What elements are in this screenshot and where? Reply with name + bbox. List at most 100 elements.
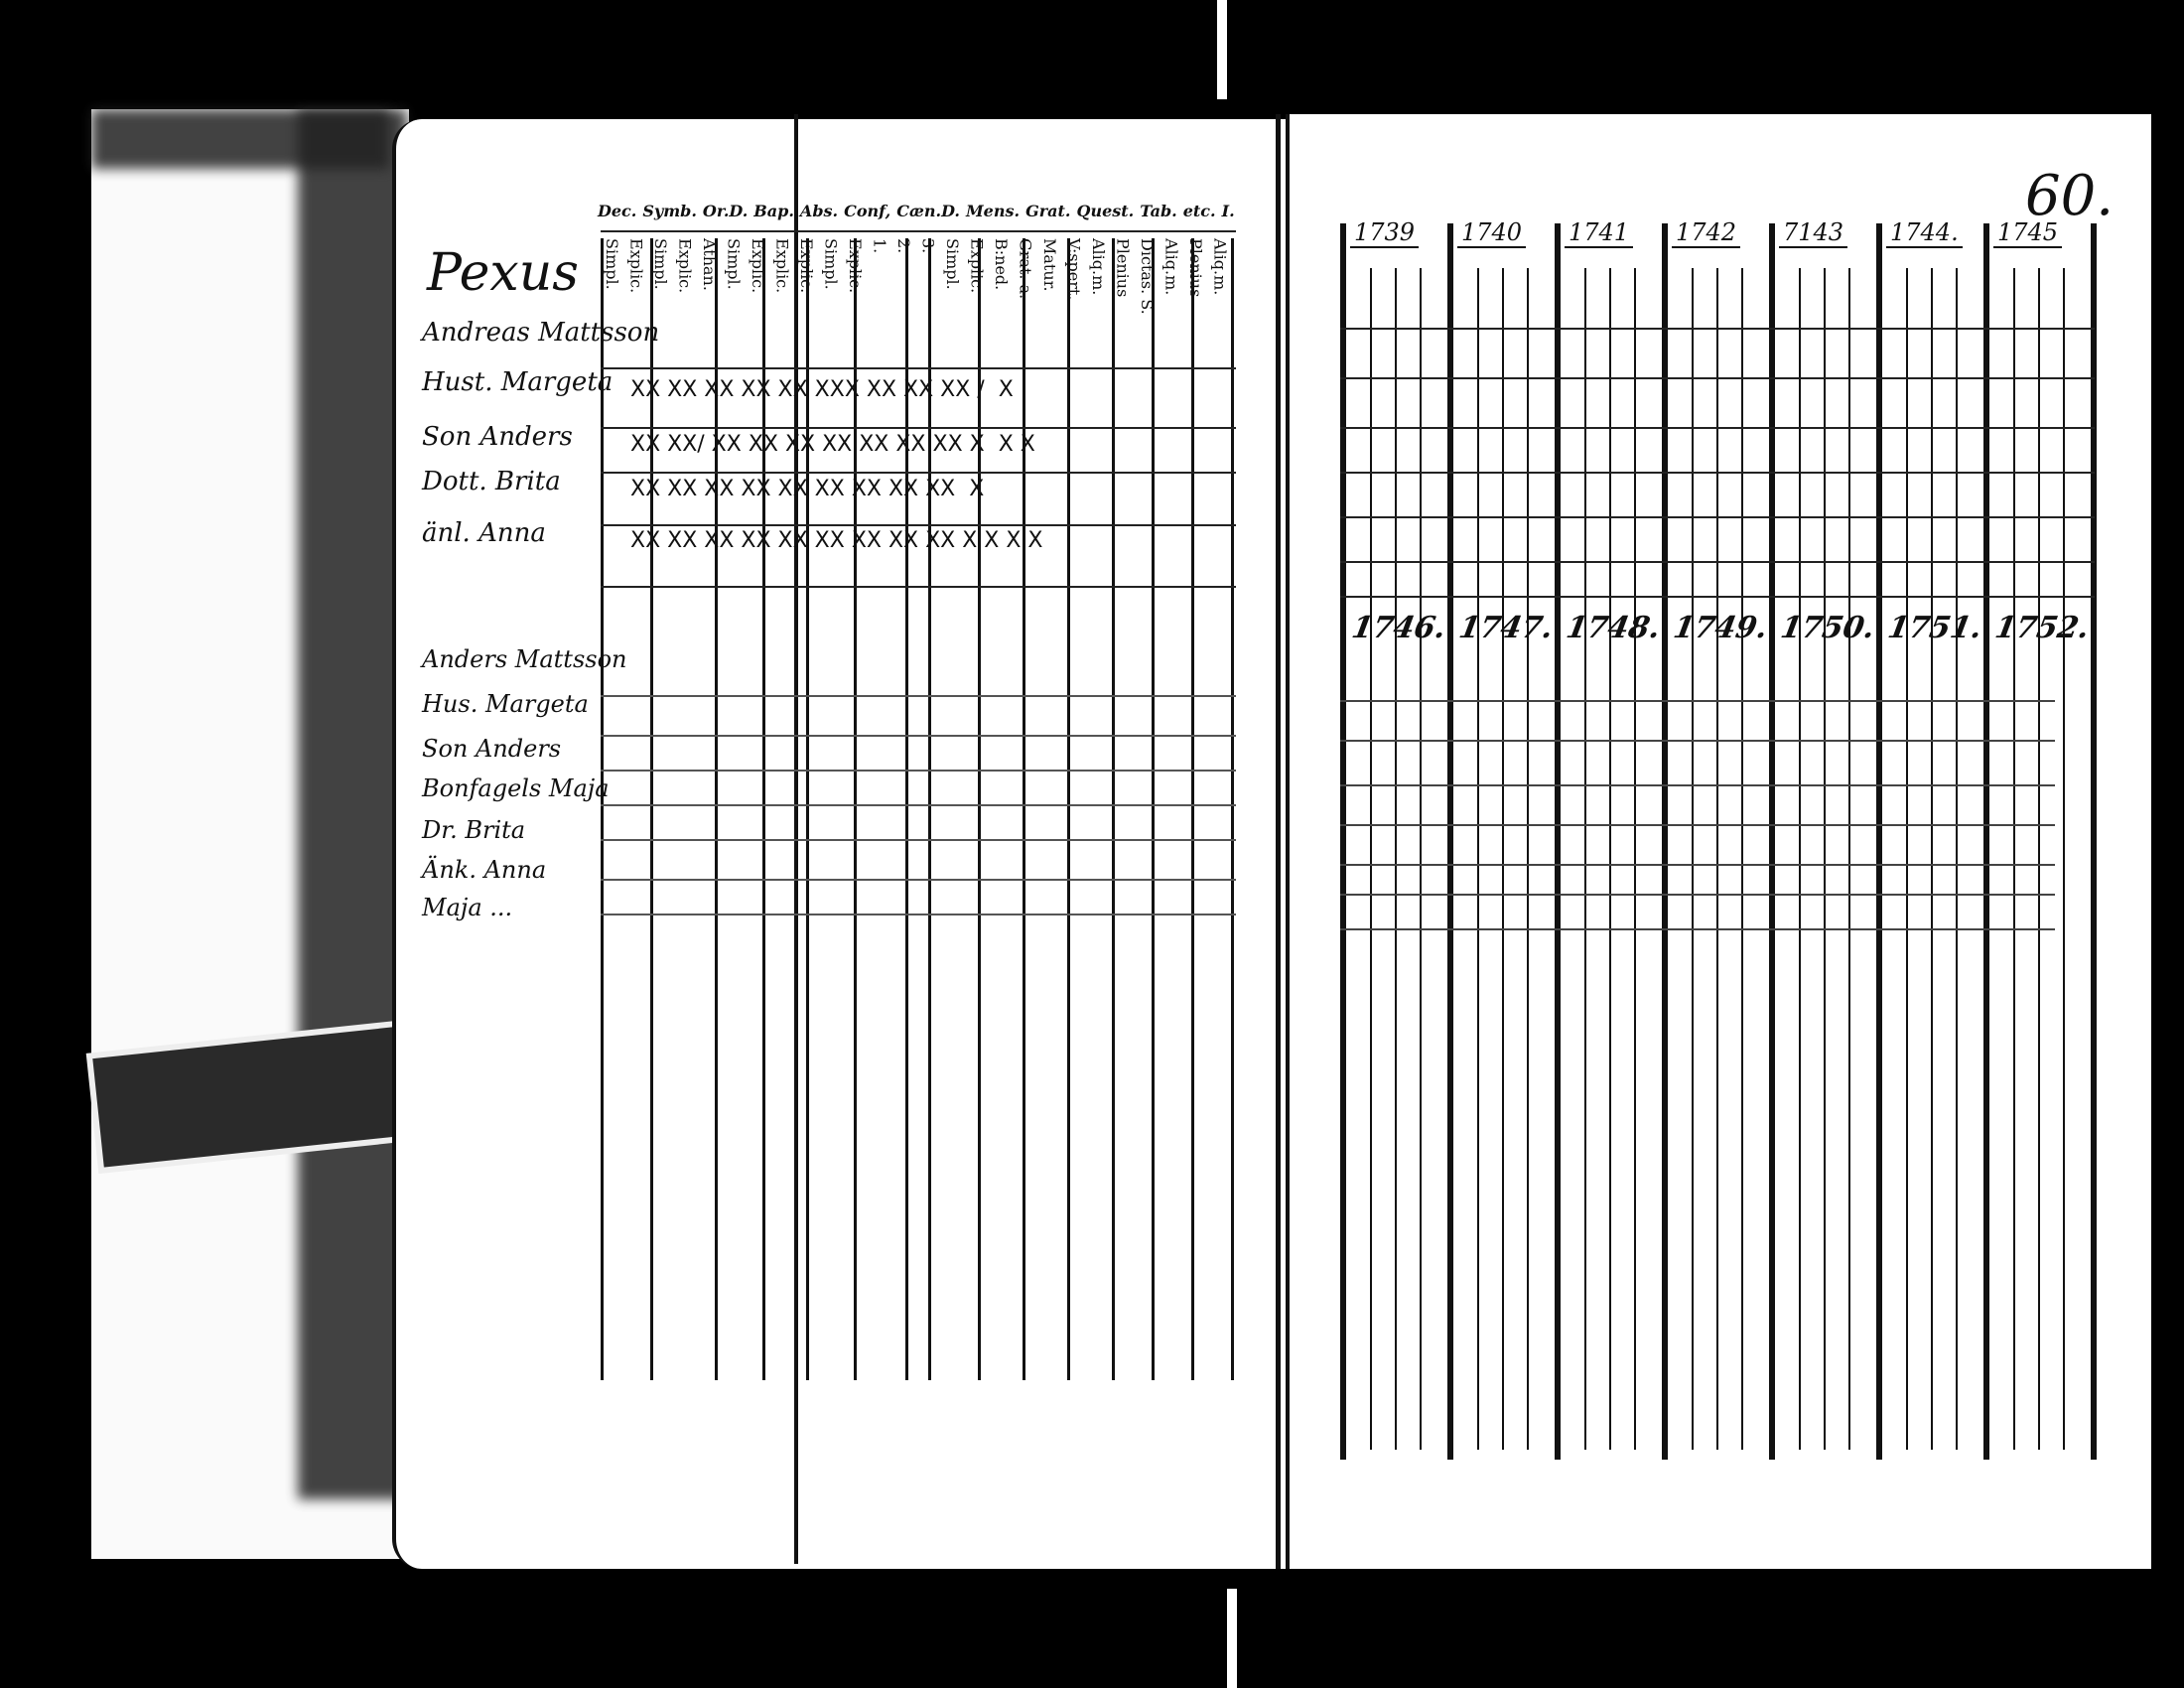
year-header: 1748. <box>1563 611 1664 645</box>
sub-header: Simpl. <box>943 238 962 290</box>
sub-rule <box>2038 268 2040 1450</box>
sub-rule <box>1420 268 1422 1450</box>
sub-rule <box>1634 268 1636 1450</box>
sub-rule <box>1477 268 1479 1450</box>
column-header: Or.D. <box>702 202 749 220</box>
household-title: Pexus <box>427 243 579 303</box>
person-name: Dott. Brita <box>422 467 561 496</box>
row-rule <box>601 427 1236 429</box>
sub-header: Matur. <box>1040 238 1059 292</box>
sub-header: Explic. <box>846 238 865 294</box>
sub-rule <box>1716 268 1718 1450</box>
page-number: 60. <box>2025 164 2115 228</box>
row-rule <box>1340 740 2055 742</box>
year-header: 7143 <box>1779 218 1848 248</box>
column-rule <box>1191 238 1194 1380</box>
row-rule <box>1340 596 2095 598</box>
sub-header: Explic. <box>749 238 767 294</box>
sub-header: Dictas. S. <box>1138 238 1157 315</box>
column-header: Conf, <box>844 202 891 220</box>
sub-header: Explic. <box>797 238 816 294</box>
row-rule <box>1340 864 2055 866</box>
year-header: 1744. <box>1886 218 1963 248</box>
row-rule <box>601 839 1236 841</box>
spine-top <box>1214 0 1230 99</box>
sub-header: Explic. <box>772 238 792 294</box>
sub-rule <box>2063 268 2065 1450</box>
row-rule <box>1340 784 2055 786</box>
row-rule <box>1340 561 2095 563</box>
person-name: Son Anders <box>422 422 573 452</box>
year-rule <box>1340 223 1346 1460</box>
person-name: Dr. Brita <box>422 816 526 844</box>
person-name: Bonfagels Maja <box>422 774 610 802</box>
person-name: Hust. Margeta <box>422 367 614 397</box>
person-name: Son Anders <box>422 735 562 763</box>
sub-rule <box>1692 268 1694 1450</box>
sub-header: 3. <box>918 238 938 254</box>
sub-header: Simpl. <box>651 238 670 290</box>
sub-header: 1. <box>870 238 889 254</box>
sub-rule <box>1956 268 1958 1450</box>
sub-rule <box>1931 268 1933 1450</box>
sub-rule <box>1741 268 1743 1450</box>
column-rule <box>601 238 604 1380</box>
column-rule <box>1112 238 1115 1380</box>
sub-rule <box>1906 268 1908 1450</box>
sub-rule <box>1527 268 1529 1450</box>
person-name: Andreas Mattsson <box>422 318 660 348</box>
row-rule <box>1340 928 2055 930</box>
column-rule <box>806 238 809 1380</box>
sub-header: B:ned. <box>992 238 1011 291</box>
column-rule <box>978 238 981 1380</box>
column-header: Dec. <box>598 202 637 220</box>
column-header: Cæn.D. <box>896 202 960 220</box>
sub-header: Grat. a. <box>1016 238 1035 300</box>
row-rule <box>601 472 1236 474</box>
column-rule <box>650 238 653 1380</box>
sub-header: Athan. <box>700 238 719 291</box>
gutter <box>1276 114 1281 1569</box>
row-rule <box>601 524 1236 526</box>
year-header: 1742 <box>1672 218 1741 248</box>
sub-header: Explic. <box>626 238 646 294</box>
year-rule <box>1983 223 1989 1460</box>
column-header: etc. <box>1182 202 1216 220</box>
year-rule <box>1662 223 1668 1460</box>
sub-header: Explic. <box>967 238 987 294</box>
sub-header: Aliq.m. <box>1161 238 1181 296</box>
sub-header: Simpl. <box>724 238 744 290</box>
column-header: Mens. <box>965 202 1021 220</box>
row-rule <box>601 586 1236 588</box>
sub-rule <box>1584 268 1586 1450</box>
row-rule <box>601 770 1236 772</box>
column-header: Abs. <box>799 202 839 220</box>
row-rule <box>1340 894 2055 896</box>
year-header: 1751. <box>1884 611 1985 645</box>
row-rule <box>601 735 1236 737</box>
year-header: 1739 <box>1350 218 1420 248</box>
dark-edge-smudge <box>298 109 407 1499</box>
column-rule <box>1152 238 1155 1380</box>
person-name: änl. Anna <box>422 518 546 548</box>
sub-rule <box>2013 268 2015 1450</box>
sub-header: Plenius <box>1113 238 1133 298</box>
row-rule <box>1340 700 2055 702</box>
sub-rule <box>1609 268 1611 1450</box>
sub-header: Aliq.m. <box>1089 238 1108 296</box>
person-name: Änk. Anna <box>422 856 547 884</box>
row-rule <box>1340 328 2095 330</box>
column-headers: Dec. Symb. Or.D. Bap. Abs. Conf, Cæn.D. Mens. Gr… <box>598 202 1235 220</box>
column-rule <box>905 238 908 1380</box>
row-rule <box>601 367 1236 369</box>
year-rule <box>1769 223 1775 1460</box>
row-rule <box>601 695 1236 697</box>
left-page <box>392 119 1290 1569</box>
column-rule <box>1067 238 1070 1380</box>
row-rule <box>1340 377 2095 379</box>
row-rule <box>601 804 1236 806</box>
sub-rule <box>1370 268 1372 1450</box>
person-name: Anders Mattsson <box>422 645 627 673</box>
spine-bottom <box>1224 1589 1240 1688</box>
sub-header: Aliq.m. <box>1210 238 1230 296</box>
